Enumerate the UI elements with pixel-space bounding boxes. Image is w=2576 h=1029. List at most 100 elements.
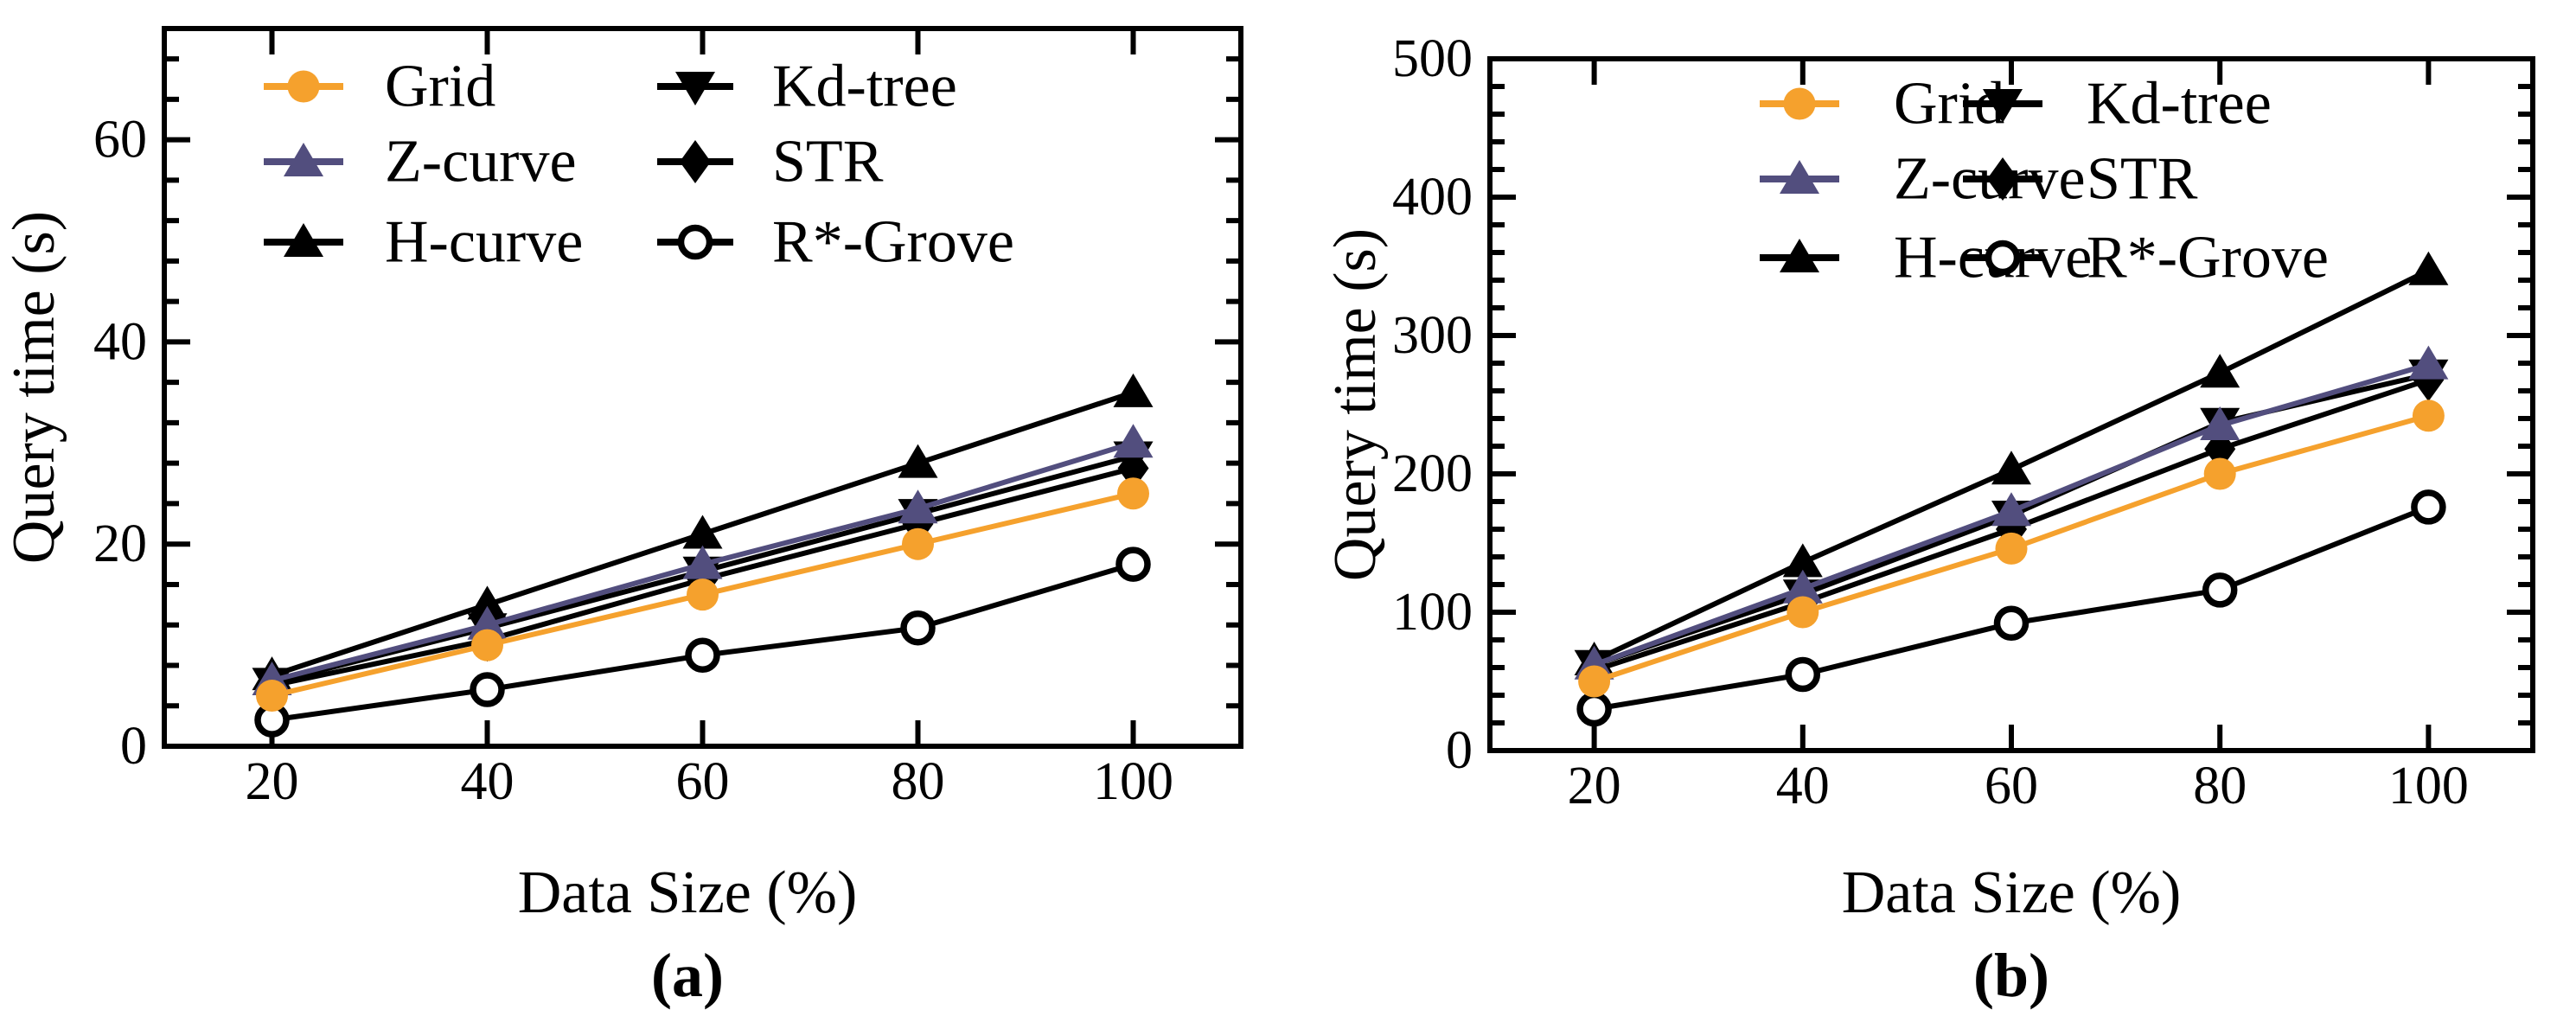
x-tick-label: 100 xyxy=(1093,752,1173,811)
data-point-Z-curve xyxy=(2200,406,2240,440)
y-tick-label: 100 xyxy=(1392,583,1473,642)
data-point-H-curve xyxy=(1991,451,2031,485)
legend: Grid Z-curve H-curve Kd-tree STR R*-Grove xyxy=(264,54,1014,276)
data-point-R*-Grove xyxy=(1785,656,1821,693)
data-point-R*-Grove xyxy=(685,637,720,674)
data-point-Z-curve xyxy=(1113,424,1154,458)
data-point-Z-curve xyxy=(467,605,508,640)
data-point-Grid xyxy=(2412,399,2445,432)
data-point-R*-Grove xyxy=(1576,691,1612,727)
caption-a: (a) xyxy=(651,941,724,1010)
x-axis-label-a: Data Size (%) xyxy=(518,860,858,926)
legend-item-Kd-tree: Kd-tree xyxy=(1963,71,2272,137)
data-point-Grid xyxy=(2203,457,2236,490)
data-point-Z-curve xyxy=(1991,492,2031,527)
legend-label: Kd-tree xyxy=(2087,71,2272,137)
legend-label: H-curve xyxy=(385,209,583,276)
x-tick-label: 20 xyxy=(246,752,299,811)
legend-marker-Kd-tree xyxy=(675,72,715,105)
data-point-H-curve xyxy=(2200,354,2240,388)
x-tick-label: 40 xyxy=(461,752,515,811)
legend-label: Z-curve xyxy=(385,129,577,195)
chart-panel-a: 20 40 60 80 100 0 20 40 60 Grid Z-curve H-curve Kd-t… xyxy=(1,26,1243,1010)
data-point-R*-Grove xyxy=(470,672,505,707)
data-point-Grid xyxy=(902,527,934,560)
y-tick-label: 400 xyxy=(1392,168,1473,227)
axes: 20 40 60 80 100 0 100 200 300 400 500 xyxy=(1392,29,2535,815)
legend-item-R*-Grove: R*-Grove xyxy=(1963,225,2329,291)
data-point-Z-curve xyxy=(682,545,723,579)
x-tick-label: 80 xyxy=(892,752,945,811)
legend-item-H-curve: H-curve xyxy=(264,209,583,276)
data-point-R*-Grove xyxy=(1115,546,1151,582)
chart-panel-b: 204060801000100200300400500GridZ-curveH-… xyxy=(1288,0,2576,1029)
y-tick-label: 20 xyxy=(93,514,147,573)
data-point-H-curve xyxy=(1113,373,1154,407)
y-axis-label-a: Query time (s) xyxy=(1,211,67,564)
y-tick-label: 200 xyxy=(1392,444,1473,503)
y-tick-label: 0 xyxy=(120,717,147,776)
data-point-Z-curve xyxy=(2408,345,2449,380)
data-point-H-curve xyxy=(2408,251,2449,285)
x-axis-label-b: Data Size (%) xyxy=(1842,860,2182,926)
legend-item-STR: STR xyxy=(657,129,884,195)
x-tick-label: 40 xyxy=(1776,757,1830,815)
legend-marker-STR xyxy=(1987,157,2018,201)
legend-marker-H-curve xyxy=(1780,239,1819,272)
x-tick-label: 100 xyxy=(2388,757,2469,815)
legend-marker-Kd-tree xyxy=(1983,89,2023,123)
legend-item-Grid: Grid xyxy=(264,54,495,120)
y-axis-label-b: Query time (s) xyxy=(1322,228,1389,581)
legend-marker-Z-curve xyxy=(1780,160,1819,194)
y-tick-label: 300 xyxy=(1392,306,1473,365)
data-point-R*-Grove xyxy=(900,610,936,646)
legend-item-Kd-tree: Kd-tree xyxy=(657,54,957,120)
chart-b: 204060801000100200300400500GridZ-curveH-… xyxy=(1322,29,2535,1010)
y-tick-label: 40 xyxy=(93,312,147,371)
data-point-Grid xyxy=(687,578,719,611)
legend-item-STR: STR xyxy=(1963,146,2198,213)
legend-label: STR xyxy=(2087,146,2198,213)
data-point-Grid xyxy=(1578,665,1611,698)
data-point-R*-Grove xyxy=(1993,605,2029,642)
data-point-R*-Grove xyxy=(2411,489,2446,525)
legend-marker-R*-Grove xyxy=(677,224,713,260)
legend-marker-Grid xyxy=(1783,87,1816,120)
legend-label: R*-Grove xyxy=(2087,225,2329,291)
series-H-curve xyxy=(252,373,1154,691)
data-point-Grid xyxy=(256,680,288,713)
axes: 20 40 60 80 100 0 20 40 60 xyxy=(93,26,1243,811)
x-tick-label: 60 xyxy=(1985,757,2038,815)
series-R*-Grove xyxy=(1576,489,2446,727)
x-tick-label: 80 xyxy=(2193,757,2247,815)
chart-a: 20 40 60 80 100 0 20 40 60 Grid Z-curve H-curve Kd-t… xyxy=(1,26,1243,1010)
y-tick-label: 0 xyxy=(1446,721,1473,780)
y-tick-label: 60 xyxy=(93,111,147,169)
data-point-H-curve xyxy=(898,444,938,478)
data-point-Grid xyxy=(1995,532,2028,565)
legend-label: R*-Grove xyxy=(772,209,1014,276)
legend-marker-STR xyxy=(680,140,711,183)
legend-label: STR xyxy=(772,129,884,195)
legend-item-Z-curve: Z-curve xyxy=(264,129,577,195)
caption-b: (b) xyxy=(1973,941,2049,1010)
series-R*-Grove xyxy=(254,546,1151,738)
legend-item-Grid: Grid xyxy=(1760,71,2004,137)
data-point-Z-curve xyxy=(1782,569,1823,604)
plot-area-b: 204060801000100200300400500GridZ-curveH-… xyxy=(1392,29,2535,815)
legend-label: Grid xyxy=(385,54,495,120)
data-point-H-curve xyxy=(1782,543,1823,578)
legend-item-R*-Grove: R*-Grove xyxy=(657,209,1014,276)
legend-marker-Z-curve xyxy=(284,143,323,176)
x-tick-label: 60 xyxy=(676,752,730,811)
series-Grid xyxy=(256,477,1149,713)
series-Grid xyxy=(1578,399,2445,698)
data-point-Grid xyxy=(1117,477,1149,510)
data-point-Z-curve xyxy=(898,489,938,524)
x-tick-label: 20 xyxy=(1568,757,1621,815)
y-tick-label: 500 xyxy=(1392,29,1473,88)
data-point-Grid xyxy=(1787,596,1819,629)
data-point-Grid xyxy=(471,629,503,662)
